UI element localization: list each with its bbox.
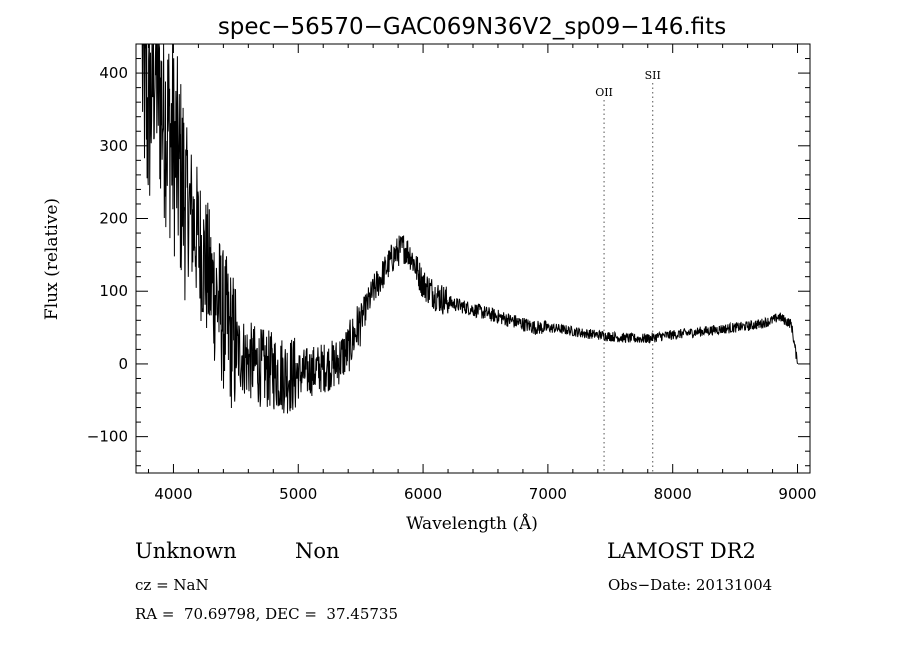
x-tick-label: 8000 bbox=[654, 485, 692, 503]
chart-title: spec−56570−GAC069N36V2_sp09−146.fits bbox=[218, 14, 726, 40]
x-tick-label: 9000 bbox=[778, 485, 816, 503]
y-tick-label: 0 bbox=[118, 355, 128, 373]
line-marker-label: OII bbox=[595, 86, 613, 99]
x-tick-label: 6000 bbox=[404, 485, 442, 503]
y-tick-label: −100 bbox=[87, 428, 128, 446]
class-label: Unknown bbox=[135, 539, 237, 563]
plot-frame bbox=[135, 43, 811, 474]
y-axis: −100 0 100 200 300 400 bbox=[87, 43, 810, 467]
y-axis-label: Flux (relative) bbox=[42, 198, 62, 320]
x-tick-label: 4000 bbox=[154, 485, 192, 503]
x-axis: 4000 5000 6000 7000 8000 9000 bbox=[147, 44, 817, 503]
x-axis-label: Wavelength (Å) bbox=[406, 513, 538, 534]
y-tick-label: 300 bbox=[99, 137, 128, 155]
y-tick-label: 100 bbox=[99, 282, 128, 300]
redshift-label: cz = NaN bbox=[135, 576, 209, 594]
coordinates-label: RA = 70.69798, DEC = 37.45735 bbox=[135, 605, 399, 623]
x-tick-label: 7000 bbox=[529, 485, 567, 503]
subclass-label: Non bbox=[295, 539, 340, 563]
y-tick-label: 400 bbox=[99, 64, 128, 82]
y-tick-label: 200 bbox=[99, 210, 128, 228]
survey-label: LAMOST DR2 bbox=[607, 539, 756, 563]
line-marker-label: SII bbox=[645, 69, 661, 82]
spectrum-line bbox=[141, 43, 798, 414]
line-annotations: OII SII bbox=[595, 69, 661, 473]
obs-date-label: Obs−Date: 20131004 bbox=[608, 576, 773, 594]
x-tick-label: 5000 bbox=[279, 485, 317, 503]
